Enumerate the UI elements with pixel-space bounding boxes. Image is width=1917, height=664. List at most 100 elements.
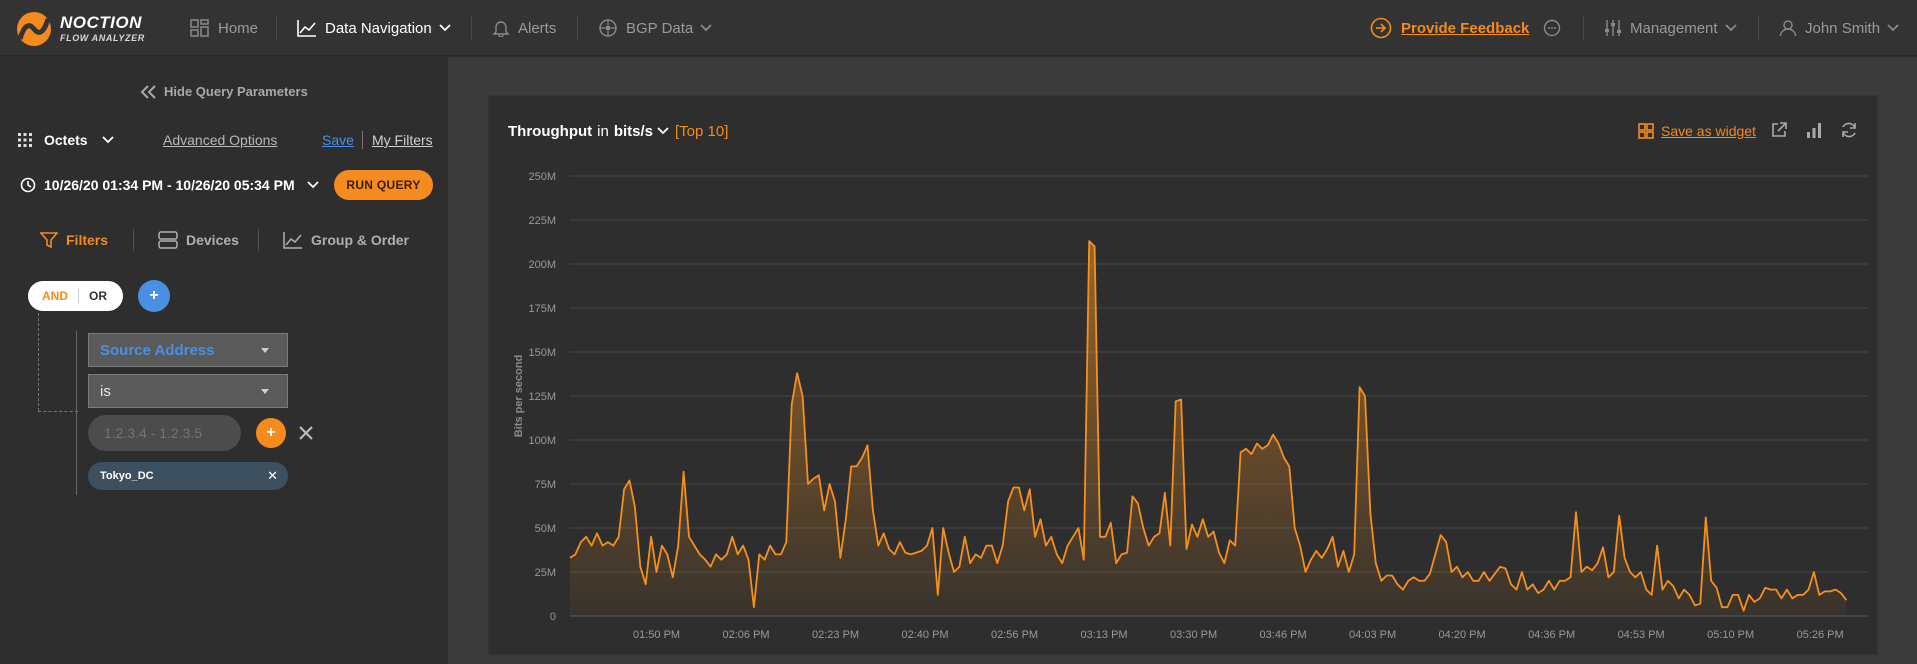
sliders-icon (1605, 20, 1621, 36)
tab-separator (258, 229, 259, 251)
advanced-options-link[interactable]: Advanced Options (163, 132, 278, 148)
my-filters-link[interactable]: My Filters (372, 132, 433, 148)
top-bar: NOCTION FLOW ANALYZER Home Data Navigati… (0, 0, 1917, 56)
and-option[interactable]: AND (42, 289, 68, 303)
nav-data-navigation[interactable]: Data Navigation (297, 16, 451, 40)
y-tick-label: 250M (528, 171, 556, 183)
add-filter-value-button[interactable]: + (256, 418, 286, 448)
chart-title-metric: Throughput (508, 122, 593, 140)
logo-subtitle: FLOW ANALYZER (60, 33, 145, 43)
x-tick-label: 05:10 PM (1707, 629, 1754, 641)
add-filter-group-button[interactable]: + (138, 280, 170, 312)
caret-down-icon (261, 348, 269, 353)
metric-selector[interactable]: Octets (18, 130, 126, 150)
line-chart-icon (283, 232, 302, 249)
y-tick-label: 0 (550, 611, 556, 623)
and-or-toggle[interactable]: AND OR (28, 281, 123, 311)
x-tick-label: 05:26 PM (1797, 629, 1844, 641)
logo-name: NOCTION (60, 13, 142, 32)
arrow-circle-right-icon (1370, 17, 1392, 39)
provide-feedback-link[interactable]: Provide Feedback (1370, 16, 1529, 40)
chevron-down-icon (1887, 24, 1899, 32)
hide-query-parameters-button[interactable]: Hide Query Parameters (140, 84, 308, 99)
nav-alerts-label: Alerts (518, 19, 557, 37)
nav-data-navigation-label: Data Navigation (325, 19, 432, 37)
y-tick-label: 50M (535, 523, 556, 535)
remove-tag-icon[interactable]: ✕ (267, 468, 278, 483)
nav-separator (1583, 16, 1584, 40)
chevron-down-icon (700, 24, 712, 32)
save-link[interactable]: Save (322, 132, 354, 148)
tab-devices[interactable]: Devices (158, 229, 239, 251)
chevron-down-icon (1724, 24, 1737, 32)
nav-bgp-data[interactable]: BGP Data (598, 16, 712, 40)
nav-management[interactable]: Management (1604, 16, 1737, 40)
sidebar-divider (448, 57, 449, 664)
x-tick-label: 04:03 PM (1349, 629, 1396, 641)
filter-operator-select[interactable]: is (88, 374, 288, 408)
tag-label: Tokyo_DC (100, 470, 154, 482)
run-query-button[interactable]: RUN QUERY (334, 170, 433, 200)
bar-chart-icon[interactable] (1805, 121, 1823, 139)
line-chart-icon (297, 20, 316, 37)
series-line (569, 240, 1848, 612)
y-tick-label: 125M (528, 391, 556, 403)
widget-grid-icon (1638, 123, 1654, 139)
y-tick-label: 175M (528, 303, 556, 315)
close-icon[interactable] (296, 423, 316, 443)
chevron-down-icon[interactable] (657, 127, 669, 135)
nav-alerts[interactable]: Alerts (492, 16, 556, 40)
chat-button[interactable] (1543, 16, 1569, 40)
y-tick-label: 200M (528, 259, 556, 271)
external-link-icon[interactable] (1770, 121, 1788, 139)
tree-connector (38, 313, 39, 411)
y-tick-label: 100M (528, 435, 556, 447)
x-tick-label: 04:36 PM (1528, 629, 1575, 641)
chevron-down-icon (439, 24, 451, 32)
top-n-label: [Top 10] (675, 122, 729, 140)
clock-icon (20, 177, 36, 193)
nav-separator (577, 16, 578, 40)
filter-field-select[interactable]: Source Address (88, 333, 288, 367)
y-tick-label: 150M (528, 347, 556, 359)
tab-filters-label: Filters (66, 232, 109, 248)
refresh-icon[interactable] (1840, 121, 1858, 139)
nav-separator (1758, 16, 1759, 40)
series-area (570, 241, 1847, 616)
chat-bubble-icon (1543, 19, 1561, 37)
noction-logo-icon (17, 12, 51, 46)
hide-query-label: Hide Query Parameters (164, 84, 308, 99)
x-tick-label: 02:40 PM (902, 629, 949, 641)
chart-title-in: in (597, 122, 609, 140)
tab-group-order[interactable]: Group & Order (283, 229, 409, 251)
y-tick-label: 225M (528, 215, 556, 227)
x-tick-label: 04:20 PM (1439, 629, 1486, 641)
or-option[interactable]: OR (89, 289, 107, 303)
dashboard-grid-icon (190, 19, 209, 37)
tab-filters[interactable]: Filters (40, 229, 108, 251)
date-range-picker[interactable]: 10/26/20 01:34 PM - 10/26/20 05:34 PM (20, 175, 327, 195)
nav-separator (276, 16, 277, 40)
double-chevron-left-icon (140, 84, 156, 99)
metric-label: Octets (44, 132, 88, 148)
user-menu[interactable]: John Smith (1779, 16, 1899, 40)
x-tick-label: 02:56 PM (991, 629, 1038, 641)
link-separator (362, 131, 363, 149)
save-as-widget-link[interactable]: Save as widget (1638, 121, 1756, 141)
x-tick-label: 02:23 PM (812, 629, 859, 641)
user-icon (1779, 20, 1797, 37)
tab-separator (133, 229, 134, 251)
bell-icon (492, 21, 510, 37)
nav-home[interactable]: Home (190, 16, 258, 40)
date-range-value: 10/26/20 01:34 PM - 10/26/20 05:34 PM (44, 177, 295, 193)
nav-home-label: Home (218, 19, 259, 37)
toggle-divider (78, 289, 79, 303)
apps-grid-icon (18, 133, 32, 147)
app-logo[interactable]: NOCTION FLOW ANALYZER (16, 9, 156, 47)
y-axis-label: Bits per second (513, 355, 525, 438)
tree-connector (38, 411, 78, 412)
unit-selector[interactable]: bits/s (613, 122, 654, 140)
save-as-widget-label: Save as widget (1661, 123, 1756, 139)
filter-value-input[interactable] (88, 415, 241, 451)
nav-bgp-data-label: BGP Data (626, 19, 694, 37)
